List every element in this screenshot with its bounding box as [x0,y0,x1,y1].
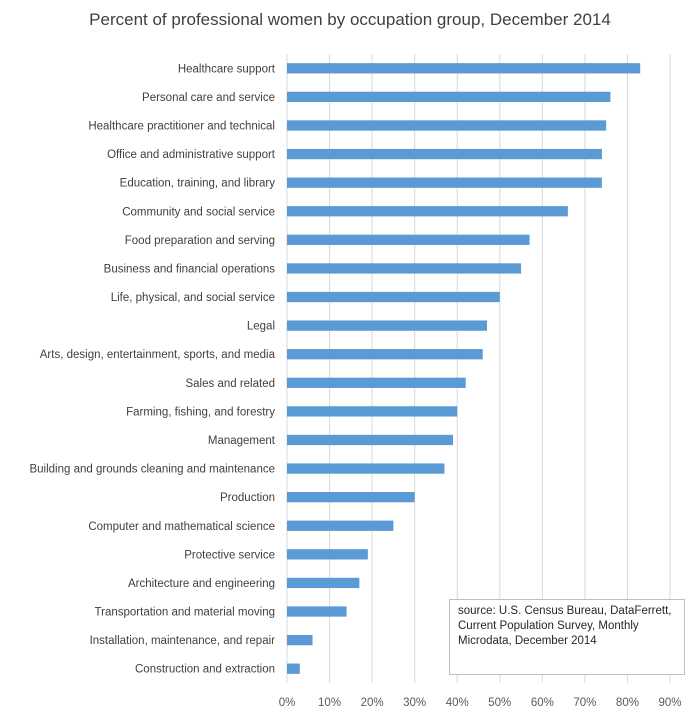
bar [287,520,394,531]
bar [287,148,602,160]
category-label: Business and financial operations [104,263,276,275]
x-tick-label: 50% [488,697,511,709]
x-tick-label: 10% [318,697,341,709]
bar [287,63,641,74]
category-label: Production [220,492,275,504]
category-label: Protective service [184,549,275,561]
bar [287,91,611,103]
x-tick-label: 20% [361,697,384,709]
category-label: Personal care and service [142,92,275,104]
category-label: Education, training, and library [120,178,276,190]
bar [287,206,568,217]
category-label: Computer and mathematical science [88,521,275,533]
bar [287,291,500,303]
gridlines [286,54,671,683]
category-label: Transportation and material moving [95,607,275,619]
bar [287,606,347,617]
category-label: Healthcare practitioner and technical [88,120,275,132]
x-tick-label: 0% [279,697,296,709]
category-label: Food preparation and serving [125,235,275,247]
bar [287,177,602,188]
bar [287,263,522,274]
category-label: Office and administrative support [107,149,276,161]
category-label: Installation, maintenance, and repair [90,635,276,647]
category-label: Architecture and engineering [128,578,275,590]
bar [287,320,488,331]
category-label: Farming, fishing, and forestry [126,406,275,418]
category-label: Sales and related [185,378,275,390]
bar [287,120,607,131]
bar [287,406,458,417]
x-tick-label: 30% [403,697,426,709]
category-label: Healthcare support [178,63,276,75]
category-labels: Healthcare support Personal care and serv… [29,63,275,675]
x-tick-label: 70% [573,697,596,709]
x-tick-label: 80% [616,697,639,709]
category-label: Arts, design, entertainment, sports, and… [40,349,276,361]
category-label: Building and grounds cleaning and mainte… [29,464,275,476]
bar [287,434,453,446]
x-tick-labels: 0% 10% 20% 30% 40% 50% 60% 70% 80% 90% [279,697,682,709]
x-tick-label: 90% [658,697,681,709]
bar [287,634,313,646]
bar [287,663,300,674]
category-label: Construction and extraction [135,664,275,676]
category-label: Community and social service [122,206,275,218]
chart-title: Percent of professional women by occupat… [89,10,611,29]
category-label: Management [208,435,276,447]
bar [287,492,415,503]
category-label: Life, physical, and social service [111,292,275,304]
bar [287,349,483,360]
category-label: Legal [247,321,275,333]
x-tick-label: 40% [446,697,469,709]
bar [287,463,445,474]
source-annotation: source: U.S. Census Bureau, DataFerrett,… [449,599,685,675]
bar [287,577,360,589]
x-tick-label: 60% [531,697,554,709]
bar [287,549,368,560]
bar [287,234,530,245]
bar [287,377,466,388]
bars [287,63,641,674]
